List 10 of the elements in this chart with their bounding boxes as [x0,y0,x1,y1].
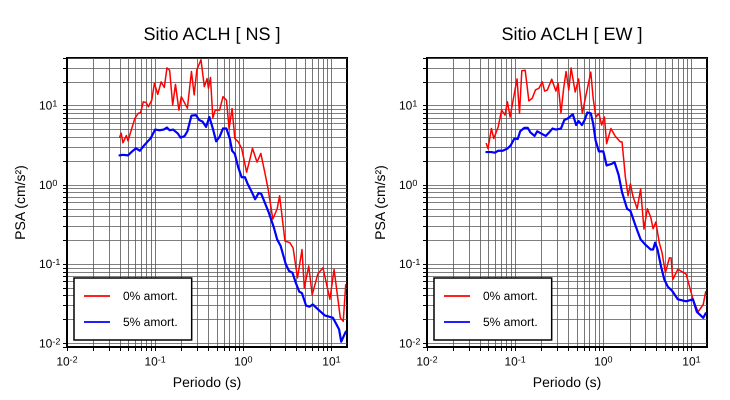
legend-label: 0% amort. [483,289,538,303]
chart-title: Sitio ACLH [ EW ] [501,24,643,44]
chart-title: Sitio ACLH [ NS ] [143,24,281,44]
legend-label: 0% amort. [123,289,178,303]
y-axis-title: PSA (cm/s²) [372,165,388,240]
x-axis-title: Periodo (s) [172,374,242,390]
legend-label: 5% amort. [483,315,538,329]
x-axis-title: Periodo (s) [532,374,602,390]
legend-label: 5% amort. [123,315,178,329]
y-axis-title: PSA (cm/s²) [12,165,28,240]
